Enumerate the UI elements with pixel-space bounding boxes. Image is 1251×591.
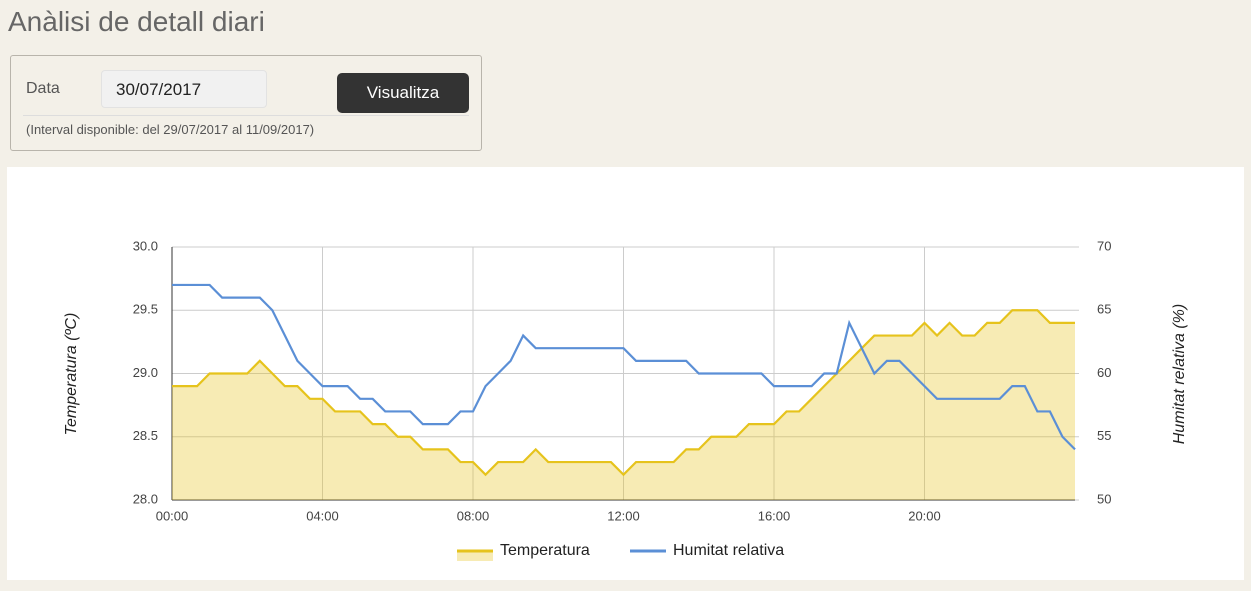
y-tick-label: 29.5 [133, 302, 158, 317]
x-tick-label: 12:00 [607, 508, 640, 523]
date-form: Data 30/07/2017 Visualitza (Interval dis… [10, 55, 482, 151]
submit-button[interactable]: Visualitza [337, 73, 469, 113]
y2-tick-label: 50 [1097, 491, 1111, 506]
area [172, 310, 1075, 500]
y2-tick-label: 55 [1097, 428, 1111, 443]
x-tick-label: 16:00 [758, 508, 791, 523]
y-tick-label: 29.0 [133, 365, 158, 380]
x-tick-label: 04:00 [306, 508, 339, 523]
y-tick-label: 28.0 [133, 491, 158, 506]
y-tick-label: 30.0 [133, 238, 158, 253]
y-tick-label: 28.5 [133, 428, 158, 443]
y2-tick-label: 65 [1097, 302, 1111, 317]
date-input[interactable]: 30/07/2017 [101, 70, 267, 108]
legend-swatch-area [457, 551, 493, 561]
y-axis-label: Temperatura (ºC) [63, 313, 80, 436]
y2-tick-label: 70 [1097, 238, 1111, 253]
line [172, 309, 1075, 477]
available-range-note: (Interval disponible: del 29/07/2017 al … [26, 122, 315, 137]
page-title: Anàlisi de detall diari [8, 6, 265, 37]
legend-label: Temperatura [500, 542, 590, 559]
line [172, 283, 1076, 451]
y2-tick-label: 60 [1097, 365, 1111, 380]
x-tick-label: 20:00 [908, 508, 941, 523]
y2-axis-label: Humitat relativa (%) [1171, 304, 1188, 444]
separator [23, 115, 469, 116]
date-label: Data [26, 80, 60, 97]
legend-label: Humitat relativa [673, 542, 784, 559]
x-tick-label: 00:00 [156, 508, 189, 523]
x-tick-label: 08:00 [457, 508, 490, 523]
